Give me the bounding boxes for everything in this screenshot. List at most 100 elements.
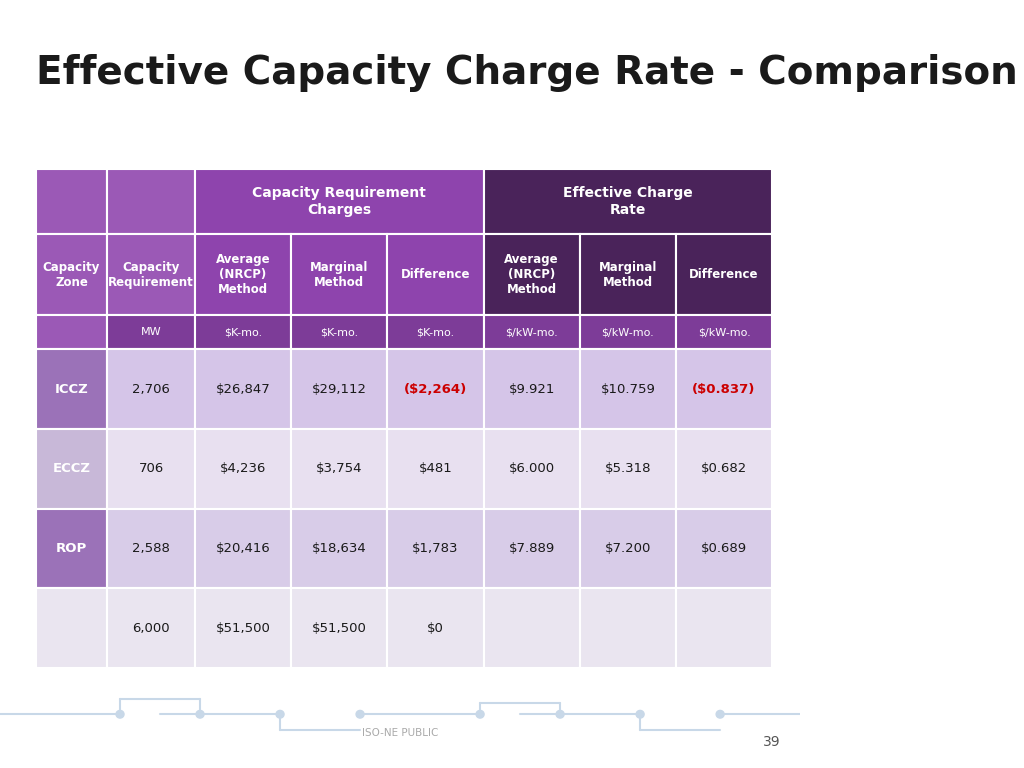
Circle shape [716,710,724,718]
Text: $0.689: $0.689 [701,542,748,555]
Circle shape [196,710,204,718]
Text: 6,000: 6,000 [132,622,170,635]
FancyBboxPatch shape [108,315,195,349]
FancyBboxPatch shape [483,429,580,508]
Text: $0.682: $0.682 [700,462,748,475]
FancyBboxPatch shape [387,429,483,508]
FancyBboxPatch shape [291,315,387,349]
FancyBboxPatch shape [108,588,195,668]
FancyBboxPatch shape [108,234,195,315]
Text: ROP: ROP [56,542,87,555]
FancyBboxPatch shape [387,349,483,429]
FancyBboxPatch shape [195,349,291,429]
FancyBboxPatch shape [580,315,676,349]
Circle shape [116,710,124,718]
Text: $0: $0 [427,622,443,635]
Circle shape [356,710,365,718]
FancyBboxPatch shape [387,234,483,315]
Text: Effective Charge
Rate: Effective Charge Rate [563,187,692,217]
FancyBboxPatch shape [676,349,772,429]
FancyBboxPatch shape [36,508,108,588]
FancyBboxPatch shape [108,508,195,588]
Circle shape [636,710,644,718]
Text: $7.889: $7.889 [509,542,555,555]
Text: $29,112: $29,112 [311,382,367,396]
Text: $5.318: $5.318 [604,462,651,475]
Text: $/kW-mo.: $/kW-mo. [601,327,654,337]
Text: Marginal
Method: Marginal Method [310,260,369,289]
FancyBboxPatch shape [195,429,291,508]
FancyBboxPatch shape [291,349,387,429]
Text: $9.921: $9.921 [509,382,555,396]
FancyBboxPatch shape [676,315,772,349]
FancyBboxPatch shape [291,429,387,508]
Text: $6.000: $6.000 [509,462,555,475]
Text: $K-mo.: $K-mo. [321,327,358,337]
Text: Marginal
Method: Marginal Method [599,260,657,289]
FancyBboxPatch shape [580,508,676,588]
Text: $/kW-mo.: $/kW-mo. [505,327,558,337]
Text: Difference: Difference [689,268,759,281]
Text: ICCZ: ICCZ [54,382,88,396]
Text: $51,500: $51,500 [311,622,367,635]
FancyBboxPatch shape [676,588,772,668]
FancyBboxPatch shape [387,315,483,349]
FancyBboxPatch shape [387,508,483,588]
Text: $/kW-mo.: $/kW-mo. [697,327,751,337]
FancyBboxPatch shape [580,588,676,668]
FancyBboxPatch shape [483,169,772,234]
FancyBboxPatch shape [108,429,195,508]
FancyBboxPatch shape [36,429,108,508]
Text: $3,754: $3,754 [316,462,362,475]
Text: ($2,264): ($2,264) [403,382,467,396]
FancyBboxPatch shape [195,508,291,588]
Text: Capacity
Requirement: Capacity Requirement [109,260,194,289]
Text: Effective Capacity Charge Rate - Comparison: Effective Capacity Charge Rate - Compari… [36,54,1018,91]
FancyBboxPatch shape [676,508,772,588]
Text: $481: $481 [419,462,453,475]
Circle shape [556,710,564,718]
Text: $18,634: $18,634 [312,542,367,555]
FancyBboxPatch shape [36,349,108,429]
Text: Capacity
Zone: Capacity Zone [43,260,100,289]
FancyBboxPatch shape [483,508,580,588]
Text: Average
(NRCP)
Method: Average (NRCP) Method [216,253,270,296]
FancyBboxPatch shape [676,429,772,508]
Circle shape [476,710,484,718]
Text: $26,847: $26,847 [216,382,270,396]
Text: $10.759: $10.759 [600,382,655,396]
Text: ($0.837): ($0.837) [692,382,756,396]
Text: $51,500: $51,500 [216,622,270,635]
FancyBboxPatch shape [580,234,676,315]
Text: $20,416: $20,416 [216,542,270,555]
FancyBboxPatch shape [36,588,108,668]
Text: $K-mo.: $K-mo. [417,327,455,337]
FancyBboxPatch shape [580,429,676,508]
Text: $1,783: $1,783 [413,542,459,555]
FancyBboxPatch shape [108,169,195,234]
FancyBboxPatch shape [36,315,108,349]
FancyBboxPatch shape [483,234,580,315]
FancyBboxPatch shape [195,234,291,315]
FancyBboxPatch shape [36,234,108,315]
FancyBboxPatch shape [483,315,580,349]
Text: Capacity Requirement
Charges: Capacity Requirement Charges [252,187,426,217]
Text: $7.200: $7.200 [604,542,651,555]
FancyBboxPatch shape [483,349,580,429]
FancyBboxPatch shape [483,588,580,668]
FancyBboxPatch shape [195,315,291,349]
FancyBboxPatch shape [108,349,195,429]
FancyBboxPatch shape [676,234,772,315]
FancyBboxPatch shape [291,508,387,588]
Text: 39: 39 [763,735,780,749]
Text: 2,588: 2,588 [132,542,170,555]
Text: $K-mo.: $K-mo. [224,327,262,337]
FancyBboxPatch shape [36,169,108,234]
FancyBboxPatch shape [291,234,387,315]
FancyBboxPatch shape [580,349,676,429]
FancyBboxPatch shape [387,588,483,668]
Text: Difference: Difference [400,268,470,281]
Text: MW: MW [140,327,162,337]
Text: 706: 706 [138,462,164,475]
Text: 2,706: 2,706 [132,382,170,396]
